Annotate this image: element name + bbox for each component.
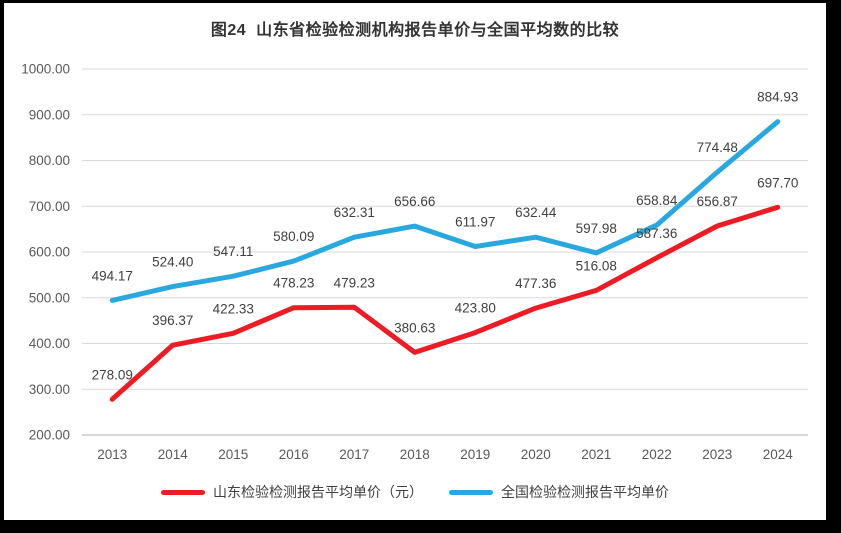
line-chart: 200.00 300.00 400.00 500.00 600.00 700.00 800.… [21,62,808,462]
chart-panel: 图24 山东省检验检测机构报告单价与全国平均数的比较 200.00 300.00 4… [4,3,826,520]
y-tick-label: 300.00 [29,382,70,397]
data-label: 580.09 [273,229,314,244]
x-tick-label: 2024 [763,447,794,462]
x-tick-label: 2022 [642,447,672,462]
data-label: 278.09 [92,367,133,382]
x-tick-label: 2017 [339,447,369,462]
data-label: 597.98 [576,221,617,236]
legend-line-swatch-red [161,489,205,495]
y-tick-label: 500.00 [29,290,70,305]
data-label: 587.36 [636,226,677,241]
legend-label-shandong: 山东检验检测报告平均单价（元） [213,484,423,500]
data-label: 494.17 [92,268,133,283]
data-label: 524.40 [152,255,193,270]
y-tick-label: 200.00 [29,428,70,443]
y-tick-label: 900.00 [29,107,70,122]
data-label: 656.87 [697,194,738,209]
y-tick-label: 1000.00 [21,62,70,77]
data-label: 611.97 [455,215,495,230]
y-tick-label: 600.00 [29,245,70,260]
data-label: 656.66 [394,194,435,209]
data-label: 396.37 [152,313,193,328]
data-label: 774.48 [697,140,738,155]
data-label: 697.70 [757,175,798,190]
series-line-1 [109,119,781,303]
data-label: 422.33 [213,301,254,316]
y-tick-label: 800.00 [29,153,70,168]
data-label: 380.63 [394,320,435,335]
x-tick-label: 2013 [97,447,127,462]
data-label: 547.11 [213,244,253,259]
data-label: 478.23 [273,276,314,291]
x-tick-label: 2020 [521,447,551,462]
data-label: 658.84 [636,193,678,208]
data-label: 479.23 [334,275,375,290]
data-label: 477.36 [515,276,556,291]
y-tick-label: 400.00 [29,336,70,351]
chart-title: 图24 山东省检验检测机构报告单价与全国平均数的比较 [210,22,620,39]
legend-line-swatch-blue [449,489,493,495]
legend-label-national: 全国检验检测报告平均单价 [501,484,669,500]
x-tick-label: 2014 [158,447,189,462]
data-label: 884.93 [757,90,798,105]
data-label: 632.31 [334,205,375,220]
data-label: 516.08 [576,258,617,273]
legend-item-shandong: 山东检验检测报告平均单价（元） [161,482,423,502]
data-label: 423.80 [455,301,496,316]
legend-item-national: 全国检验检测报告平均单价 [449,482,669,502]
x-tick-label: 2018 [400,447,430,462]
y-tick-label: 700.00 [29,199,70,214]
data-label: 632.44 [515,205,557,220]
x-tick-label: 2019 [460,447,490,462]
x-tick-label: 2021 [581,447,611,462]
chart-legend: 山东检验检测报告平均单价（元） 全国检验检测报告平均单价 [4,482,826,502]
series-line-0 [109,204,781,402]
x-tick-label: 2015 [218,447,248,462]
x-tick-label: 2023 [702,447,732,462]
x-tick-label: 2016 [279,447,309,462]
